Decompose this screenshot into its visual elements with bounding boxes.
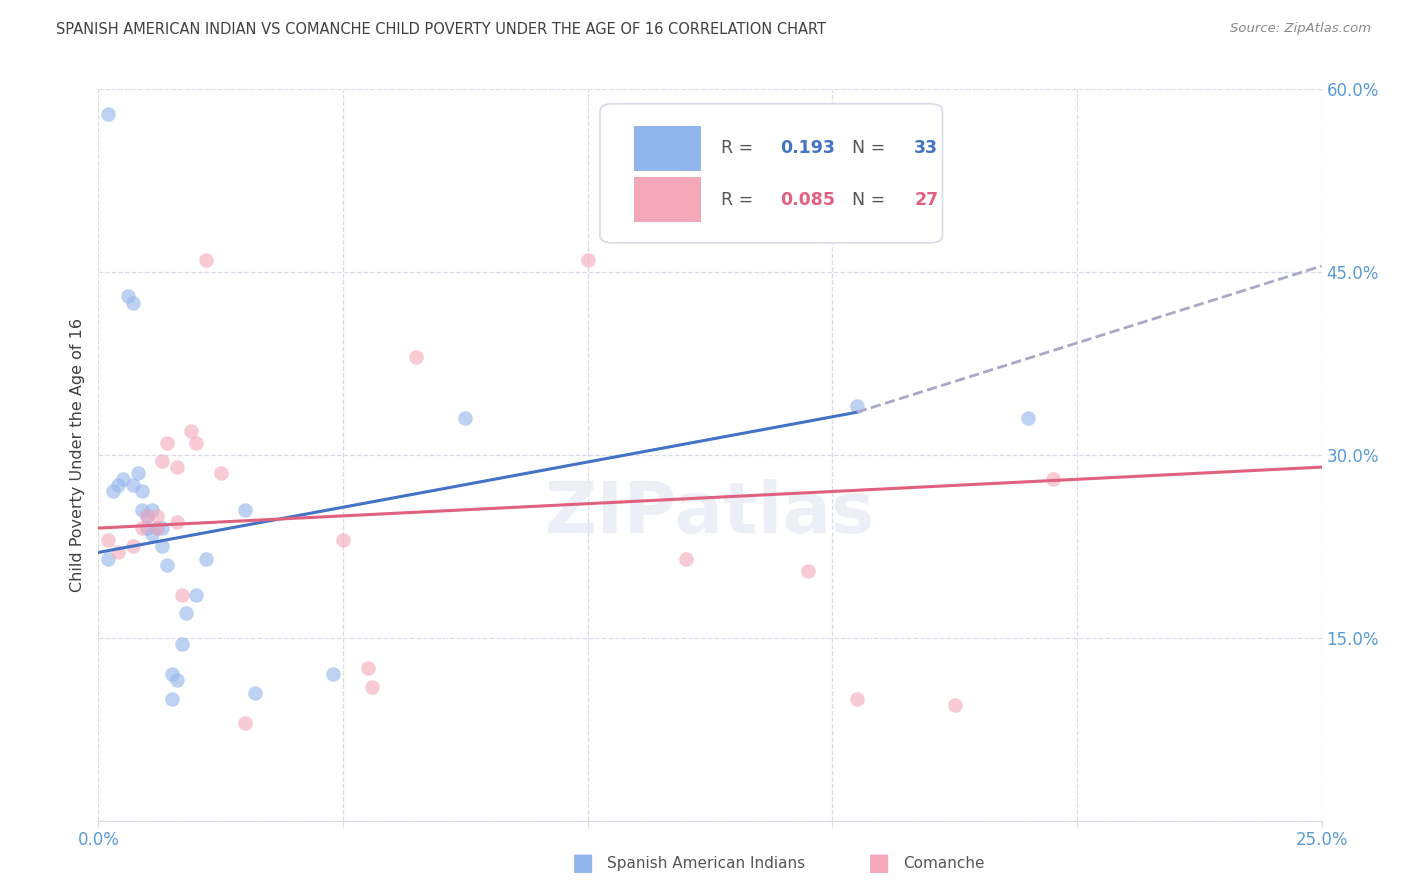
Point	[150, 521, 173, 535]
Point	[131, 484, 153, 499]
Point	[146, 508, 169, 523]
Point	[141, 527, 163, 541]
Point	[1042, 472, 1064, 486]
Point	[121, 478, 143, 492]
Text: ZIPatlas: ZIPatlas	[546, 479, 875, 548]
Point	[150, 454, 173, 468]
Text: 0.085: 0.085	[780, 191, 835, 209]
Point	[121, 539, 143, 553]
Text: Comanche: Comanche	[903, 856, 984, 871]
Text: R =: R =	[721, 139, 759, 158]
Point	[186, 435, 208, 450]
Point	[166, 673, 188, 688]
Y-axis label: Child Poverty Under the Age of 16: Child Poverty Under the Age of 16	[70, 318, 86, 592]
Point	[943, 698, 966, 712]
Point	[845, 691, 868, 706]
Text: ■: ■	[868, 852, 890, 875]
Point	[160, 667, 183, 681]
Point	[186, 588, 208, 602]
Point	[111, 472, 134, 486]
Point	[97, 106, 120, 120]
Point	[195, 252, 218, 267]
Text: Source: ZipAtlas.com: Source: ZipAtlas.com	[1230, 22, 1371, 36]
Text: N =: N =	[841, 191, 890, 209]
Point	[121, 295, 143, 310]
Text: N =: N =	[841, 139, 890, 158]
FancyBboxPatch shape	[634, 126, 702, 171]
Point	[1017, 411, 1039, 425]
Point	[361, 680, 384, 694]
Text: Spanish American Indians: Spanish American Indians	[607, 856, 806, 871]
FancyBboxPatch shape	[600, 103, 942, 243]
Point	[131, 521, 153, 535]
Point	[322, 667, 344, 681]
Point	[233, 716, 256, 731]
Point	[166, 515, 188, 529]
Point	[576, 252, 599, 267]
Text: 27: 27	[914, 191, 938, 209]
Point	[675, 551, 697, 566]
Point	[454, 411, 477, 425]
Point	[136, 508, 159, 523]
Point	[117, 289, 139, 303]
Point	[156, 558, 179, 572]
Point	[136, 521, 159, 535]
Point	[107, 545, 129, 559]
Point	[107, 478, 129, 492]
Point	[146, 521, 169, 535]
Point	[170, 637, 193, 651]
Point	[146, 521, 169, 535]
FancyBboxPatch shape	[634, 177, 702, 222]
Text: SPANISH AMERICAN INDIAN VS COMANCHE CHILD POVERTY UNDER THE AGE OF 16 CORRELATIO: SPANISH AMERICAN INDIAN VS COMANCHE CHIL…	[56, 22, 827, 37]
Point	[150, 539, 173, 553]
Point	[180, 424, 202, 438]
Text: ■: ■	[572, 852, 595, 875]
Point	[141, 503, 163, 517]
Point	[209, 466, 232, 480]
Text: 0.193: 0.193	[780, 139, 835, 158]
Point	[675, 131, 697, 145]
Point	[176, 607, 198, 621]
Point	[195, 551, 218, 566]
Point	[101, 484, 124, 499]
Text: R =: R =	[721, 191, 759, 209]
Point	[136, 508, 159, 523]
Point	[156, 435, 179, 450]
Point	[160, 691, 183, 706]
Point	[97, 533, 120, 548]
Point	[233, 503, 256, 517]
Text: 33: 33	[914, 139, 938, 158]
Point	[166, 460, 188, 475]
Point	[332, 533, 354, 548]
Point	[845, 399, 868, 413]
Point	[170, 588, 193, 602]
Point	[97, 551, 120, 566]
Point	[405, 351, 427, 365]
Point	[127, 466, 149, 480]
Point	[243, 686, 266, 700]
Point	[356, 661, 378, 675]
Point	[131, 503, 153, 517]
Point	[797, 564, 820, 578]
